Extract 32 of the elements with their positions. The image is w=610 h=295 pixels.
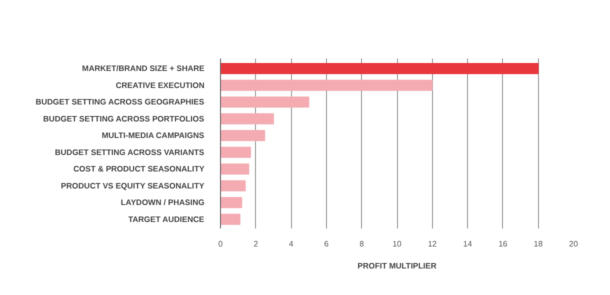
x-tick-label: 6	[324, 240, 330, 248]
y-tick-label: BUDGET SETTING ACROSS GEOGRAPHIES	[36, 98, 205, 107]
y-tick-label: BUDGET SETTING ACROSS PORTFOLIOS	[43, 114, 205, 124]
x-tick-label: 2	[254, 240, 259, 248]
x-tick-label: 20	[569, 240, 578, 248]
y-tick-label: COST & PRODUCT SEASONALITY	[73, 164, 206, 174]
bar	[220, 164, 250, 175]
bar	[220, 96, 310, 108]
y-tick-label: TARGET AUDIENCE	[128, 214, 205, 224]
bar	[220, 214, 240, 225]
x-tick-label: 12	[428, 240, 438, 248]
y-tick-label: MULTI-MEDIA CAMPAIGNS	[102, 131, 205, 140]
y-tick-label: LAYDOWN / PHASING	[120, 198, 205, 208]
x-tick-label: 0	[218, 240, 224, 248]
y-tick-label: BUDGET SETTING ACROSS VARIANTS	[54, 148, 205, 157]
x-tick-label: 10	[392, 240, 402, 248]
x-tick-label: 8	[359, 240, 364, 248]
bar	[220, 130, 266, 142]
x-tick-label: 14	[463, 240, 473, 248]
bar	[220, 197, 242, 208]
bar	[220, 63, 539, 74]
y-tick-label: MARKET/BRAND SIZE + SHARE	[82, 64, 206, 74]
bar	[220, 113, 274, 124]
y-tick-label: CREATIVE EXECUTION	[116, 80, 205, 90]
y-tick-label: PRODUCT VS EQUITY SEASONALITY	[60, 181, 206, 190]
bar	[220, 180, 246, 192]
x-tick-label: 16	[498, 240, 508, 248]
x-tick-label: 4	[288, 240, 294, 248]
bar	[220, 146, 252, 158]
x-axis-title: PROFIT MULTIPLIER	[358, 262, 437, 270]
bar	[220, 80, 433, 91]
x-tick-label: 18	[534, 240, 544, 248]
